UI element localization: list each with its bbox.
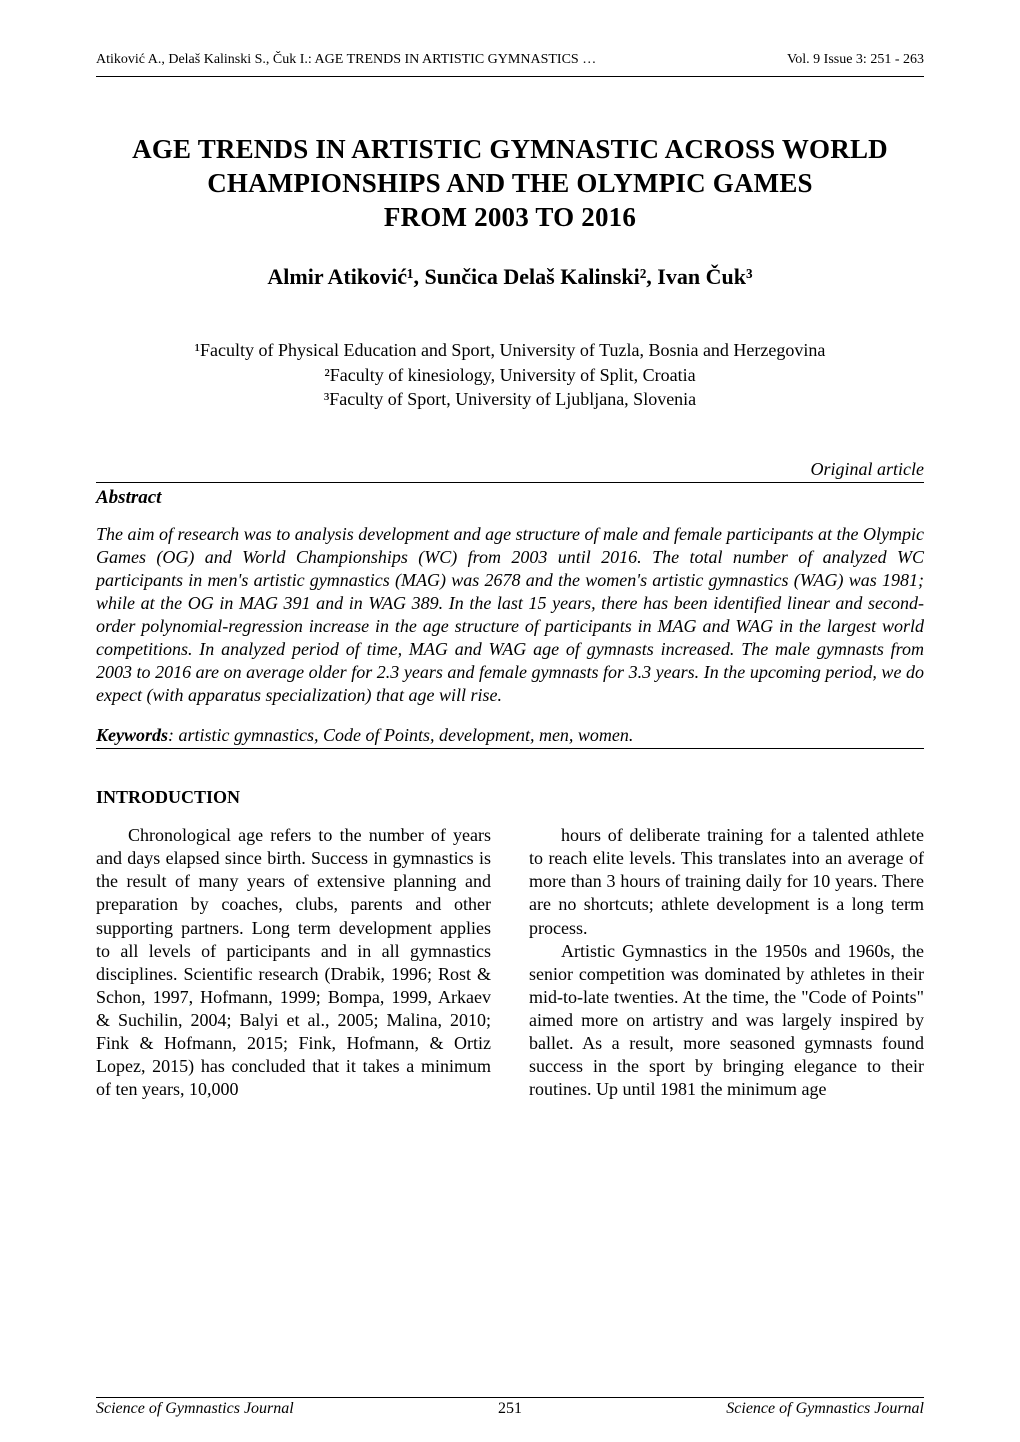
affiliation-3: ³Faculty of Sport, University of Ljublja… [96,387,924,411]
running-head: Atiković A., Delaš Kalinski S., Čuk I.: … [96,52,924,68]
footer-right: Science of Gymnastics Journal [726,1400,924,1418]
abstract-body: The aim of research was to analysis deve… [96,523,924,707]
page: Atiković A., Delaš Kalinski S., Čuk I.: … [0,0,1020,1442]
affiliation-2: ²Faculty of kinesiology, University of S… [96,363,924,387]
body-columns: Chronological age refers to the number o… [96,824,924,1100]
intro-paragraph-2: hours of deliberate training for a talen… [529,824,924,939]
article-type: Original article [811,459,925,479]
title-line-1: AGE TRENDS IN ARTISTIC GYMNASTIC ACROSS … [96,133,924,167]
keywords-label: Keywords [96,725,168,745]
footer-left: Science of Gymnastics Journal [96,1400,294,1418]
keywords-row: Keywords: artistic gymnastics, Code of P… [96,725,924,749]
authors: Almir Atiković¹, Sunčica Delaš Kalinski²… [96,264,924,290]
abstract-heading: Abstract [96,487,924,509]
title-line-3: FROM 2003 TO 2016 [96,201,924,235]
running-head-right: Vol. 9 Issue 3: 251 - 263 [787,52,924,68]
article-type-row: Original article [96,459,924,483]
affiliations: ¹Faculty of Physical Education and Sport… [96,338,924,411]
running-head-left: Atiković A., Delaš Kalinski S., Čuk I.: … [96,52,596,68]
keywords-text: : artistic gymnastics, Code of Points, d… [168,725,633,745]
header-rule [96,76,924,77]
title-line-2: CHAMPIONSHIPS AND THE OLYMPIC GAMES [96,167,924,201]
article-title: AGE TRENDS IN ARTISTIC GYMNASTIC ACROSS … [96,133,924,234]
footer-page-number: 251 [498,1400,522,1418]
intro-paragraph-3: Artistic Gymnastics in the 1950s and 196… [529,940,924,1101]
section-heading-introduction: INTRODUCTION [96,787,924,808]
affiliation-1: ¹Faculty of Physical Education and Sport… [96,338,924,362]
page-footer: Science of Gymnastics Journal 251 Scienc… [96,1397,924,1418]
intro-paragraph-1: Chronological age refers to the number o… [96,824,491,1100]
